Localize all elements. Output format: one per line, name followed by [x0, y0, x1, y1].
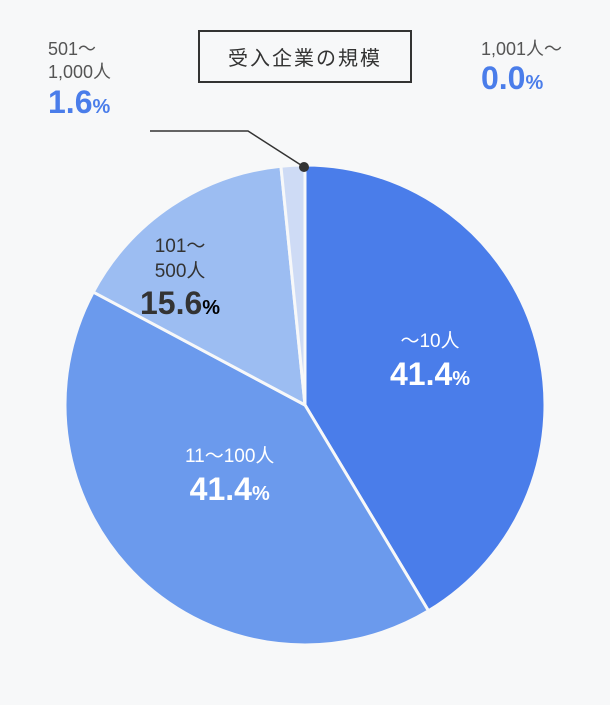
- pie-svg: [65, 165, 545, 645]
- callout-pct: %: [525, 72, 543, 94]
- slice-pct: %: [452, 368, 470, 390]
- slice-range: 101〜500人: [140, 235, 220, 284]
- slice-label-10: 〜10人 41.4%: [390, 330, 470, 393]
- slice-label-11-100: 11〜100人 41.4%: [185, 445, 274, 508]
- callout-range: 1,001人〜: [481, 38, 562, 61]
- leader-line: [150, 131, 304, 167]
- slice-range: 〜10人: [390, 330, 470, 355]
- callout-1001plus: 1,001人〜 0.0%: [481, 38, 562, 97]
- callout-value: 0.0: [481, 60, 525, 96]
- chart-title: 受入企業の規模: [198, 30, 412, 83]
- callout-value: 1.6: [48, 84, 92, 120]
- slice-value: 41.4: [190, 471, 252, 507]
- callout-value-row: 1.6%: [48, 85, 111, 120]
- callout-pct: %: [92, 96, 110, 118]
- slice-value: 41.4: [390, 356, 452, 392]
- pie-chart: [65, 165, 545, 645]
- callout-range: 501〜 1,000人: [48, 38, 111, 85]
- callout-value-row: 0.0%: [481, 61, 562, 96]
- slice-label-101-500: 101〜500人 15.6%: [140, 235, 220, 323]
- callout-501-1000: 501〜 1,000人 1.6%: [48, 38, 111, 120]
- slice-range: 11〜100人: [185, 445, 274, 470]
- slice-value: 15.6: [140, 285, 202, 321]
- slice-pct: %: [252, 483, 270, 505]
- slice-pct: %: [202, 297, 220, 319]
